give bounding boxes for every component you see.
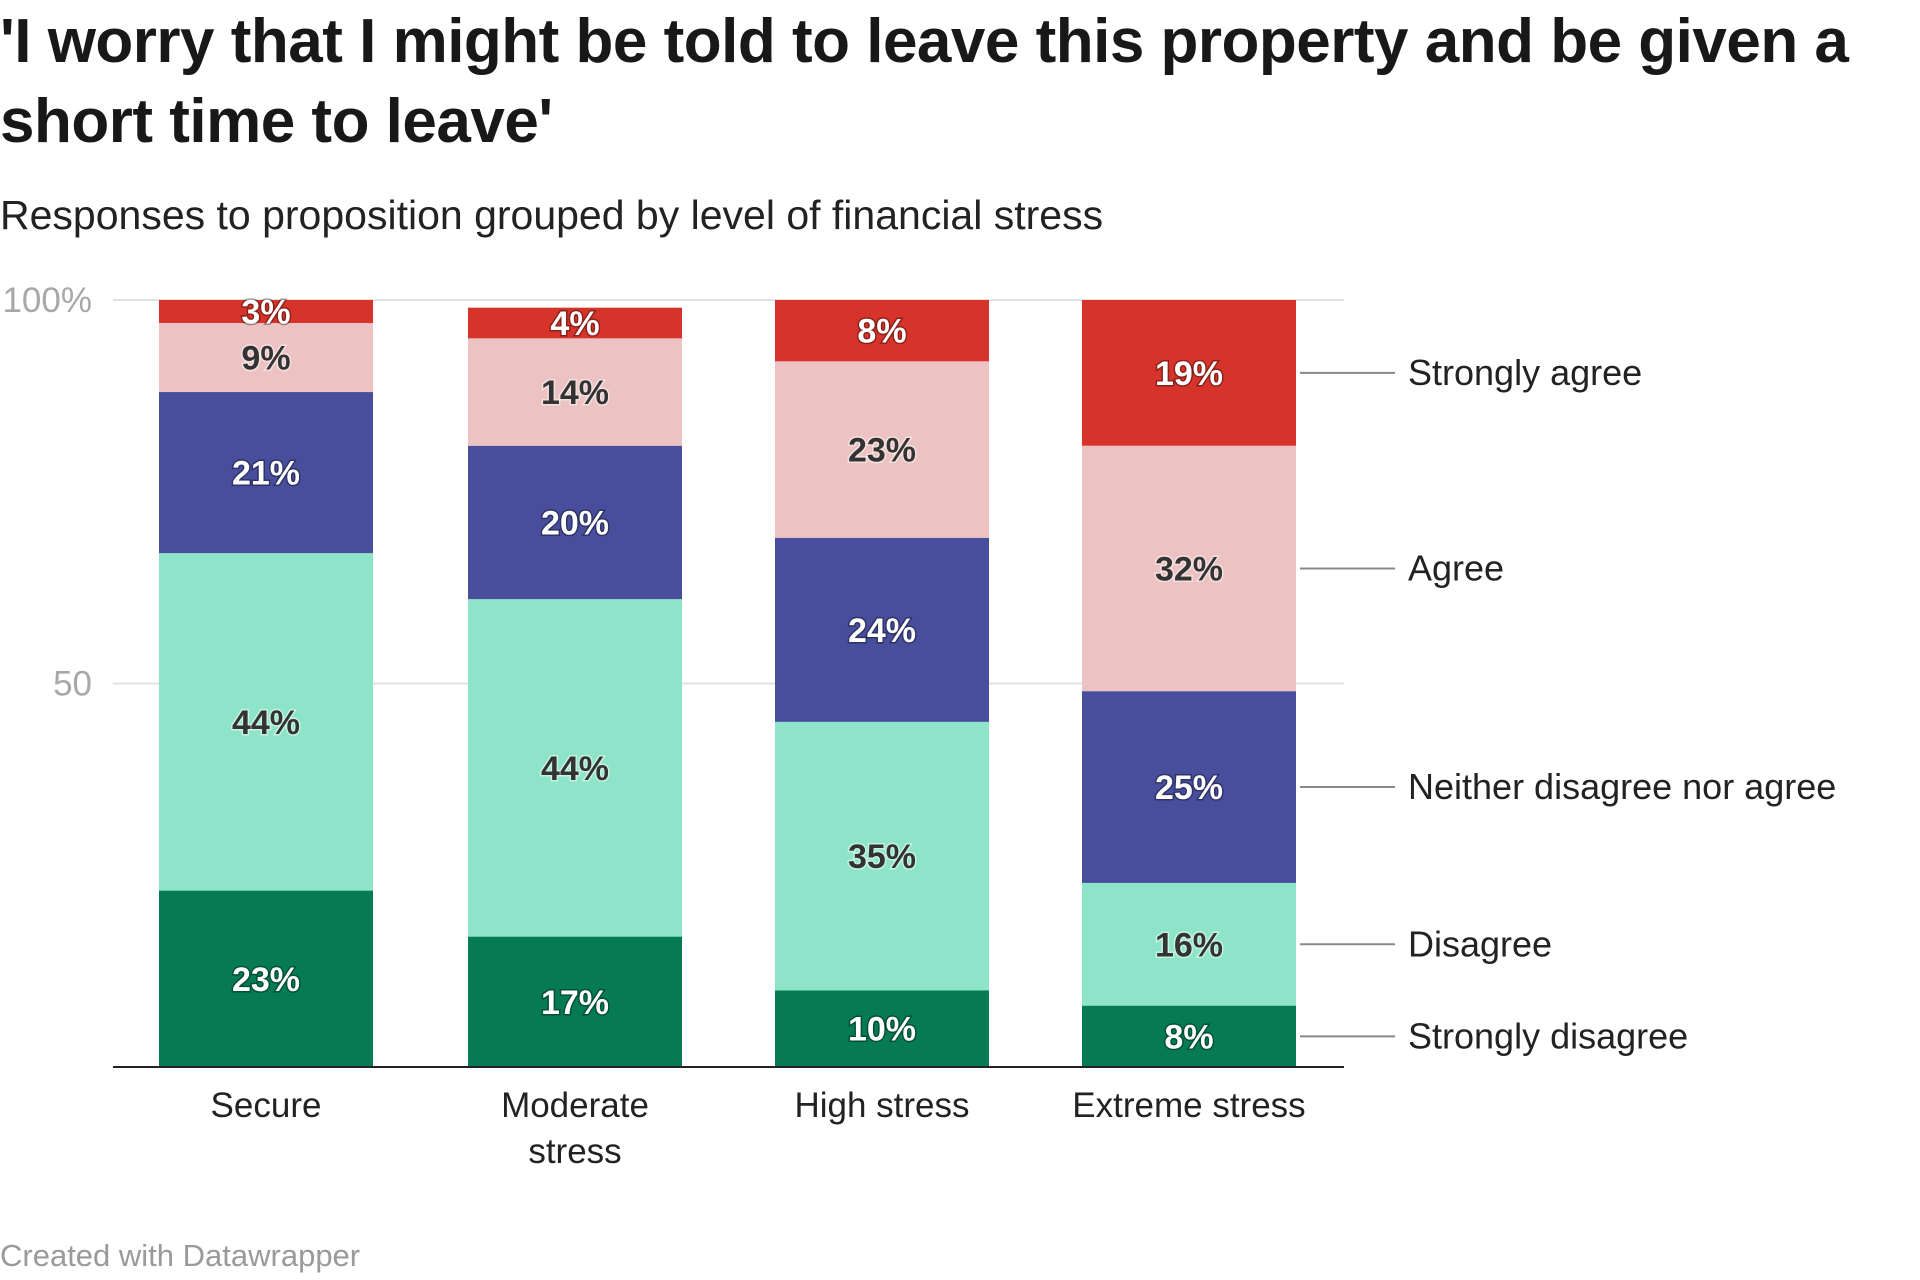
bar-segment	[775, 990, 989, 1067]
data-label: 32%	[1155, 550, 1223, 588]
data-label: 23%	[848, 432, 916, 470]
category-label: stress	[528, 1132, 621, 1171]
bar-segment	[775, 300, 989, 362]
data-label: 23%	[232, 961, 300, 999]
data-label: 9%	[241, 340, 290, 378]
bar-segment	[468, 599, 682, 937]
bar-segment	[1082, 445, 1296, 692]
data-label: 21%	[232, 455, 300, 493]
bar-segment	[159, 300, 373, 324]
category-label: High stress	[794, 1086, 969, 1125]
data-label: 14%	[541, 374, 609, 412]
category-label: Secure	[211, 1086, 322, 1125]
bar-segment	[775, 361, 989, 538]
bar-segment	[159, 392, 373, 554]
category-label: Moderate	[501, 1086, 649, 1125]
data-label: 4%	[550, 305, 599, 343]
legend-label: Agree	[1408, 547, 1504, 588]
data-label: 3%	[241, 294, 290, 332]
legend-label: Strongly agree	[1408, 352, 1642, 393]
bar-segment	[468, 338, 682, 446]
data-label: 35%	[848, 838, 916, 876]
bar-segment	[468, 445, 682, 600]
bar-segment	[775, 721, 989, 991]
category-label: Extreme stress	[1072, 1086, 1305, 1125]
chart-subtitle: Responses to proposition grouped by leve…	[0, 192, 1104, 238]
data-label: 20%	[541, 504, 609, 542]
data-label: 16%	[1155, 926, 1223, 964]
chart-title: 'I worry that I might be told to leave t…	[0, 7, 1849, 156]
data-label: 10%	[848, 1011, 916, 1049]
bar-segment	[159, 890, 373, 1067]
legend-label: Disagree	[1408, 923, 1552, 964]
bar-segment	[1082, 1005, 1296, 1067]
y-tick-label: 50	[53, 665, 92, 704]
legend-label: Strongly disagree	[1408, 1015, 1688, 1056]
bar-segment	[468, 307, 682, 339]
data-label: 8%	[1164, 1018, 1213, 1056]
bar-segment	[775, 537, 989, 722]
y-tick-label: 100%	[2, 281, 92, 320]
data-label: 24%	[848, 612, 916, 650]
legend-label: Neither disagree nor agree	[1408, 766, 1836, 807]
data-label: 8%	[857, 313, 906, 351]
footer-credit: Created with Datawrapper	[0, 1238, 361, 1273]
data-label: 25%	[1155, 769, 1223, 807]
bar-segment	[159, 553, 373, 891]
data-label: 17%	[541, 984, 609, 1022]
data-label: 44%	[232, 704, 300, 742]
bar-segment	[1082, 691, 1296, 883]
data-label: 19%	[1155, 355, 1223, 393]
data-label: 44%	[541, 750, 609, 788]
bar-segment	[1082, 300, 1296, 446]
bar-segment	[468, 936, 682, 1067]
bar-segment	[159, 323, 373, 393]
bar-segment	[1082, 882, 1296, 1006]
